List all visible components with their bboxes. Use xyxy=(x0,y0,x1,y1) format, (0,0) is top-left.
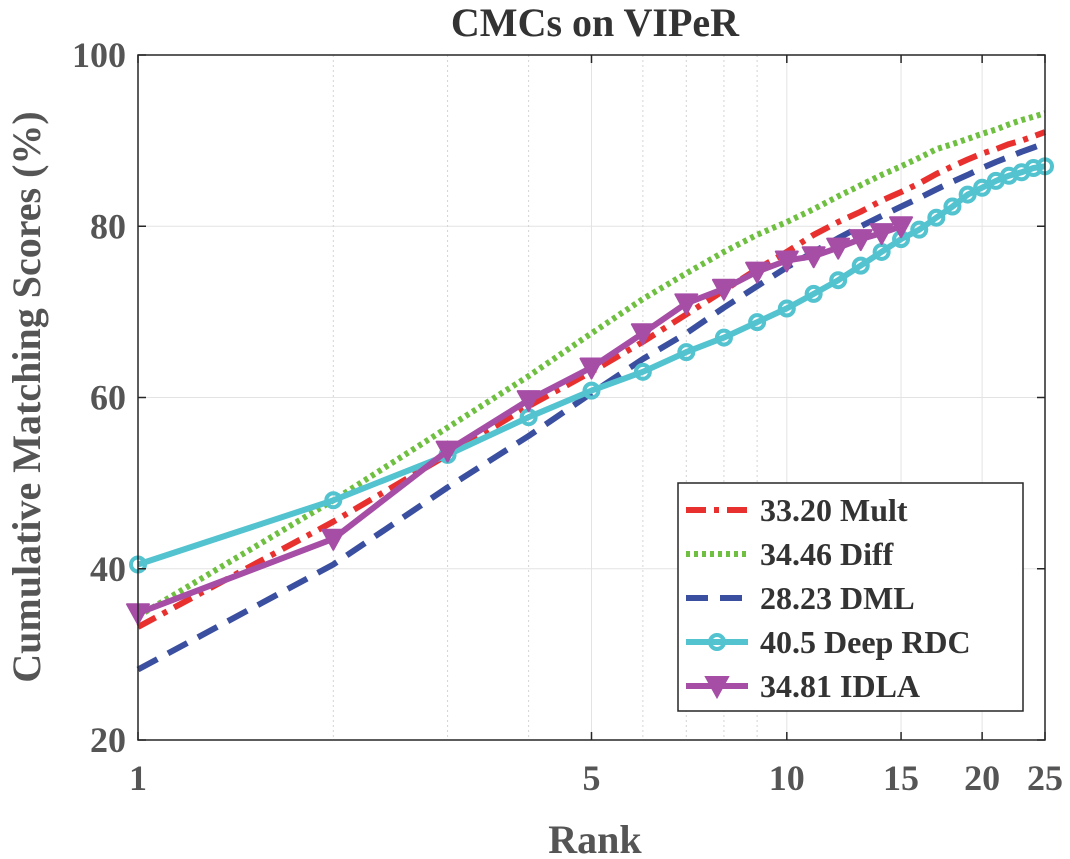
series-3 xyxy=(129,157,1054,574)
y-tick-label: 80 xyxy=(90,206,126,246)
legend-label: 28.23 DML xyxy=(760,580,915,616)
x-tick-label: 1 xyxy=(129,758,147,798)
data-point xyxy=(1024,159,1043,178)
data-point xyxy=(677,343,696,362)
series-line xyxy=(137,163,1046,568)
series-4 xyxy=(126,216,914,626)
series-line xyxy=(136,110,1046,619)
legend-item: 33.20 Mult xyxy=(686,492,908,528)
series-1 xyxy=(136,110,1046,619)
legend-label: 40.5 Deep RDC xyxy=(760,624,971,660)
data-point xyxy=(943,197,962,216)
x-tick-label: 5 xyxy=(583,758,601,798)
legend-item: 34.46 Diff xyxy=(686,536,894,572)
data-point xyxy=(774,250,799,273)
data-point xyxy=(869,223,894,246)
data-point xyxy=(711,278,736,301)
data-point xyxy=(777,299,796,318)
legend-item: 34.81 IDLA xyxy=(686,668,920,704)
x-tick-label: 15 xyxy=(883,758,919,798)
x-tick-label: 10 xyxy=(769,758,805,798)
data-point xyxy=(674,293,699,316)
legend-item: 40.5 Deep RDC xyxy=(686,624,971,660)
y-tick-label: 60 xyxy=(90,378,126,418)
data-point xyxy=(851,256,870,275)
legend-label: 34.46 Diff xyxy=(760,536,894,572)
x-tick-label: 25 xyxy=(1027,758,1063,798)
data-point xyxy=(435,440,460,463)
legend-label: 33.20 Mult xyxy=(760,492,908,528)
data-point xyxy=(321,528,346,551)
data-point xyxy=(958,185,977,204)
y-tick-label: 100 xyxy=(72,35,126,75)
data-point xyxy=(801,246,826,269)
data-point xyxy=(745,261,770,284)
y-axis-label: Cumulative Matching Scores (%) xyxy=(4,111,49,682)
chart-title: CMCs on VIPeR xyxy=(451,0,740,45)
data-point xyxy=(927,208,946,227)
data-point xyxy=(714,328,733,347)
data-point xyxy=(324,491,343,510)
legend: 33.20 Mult 34.46 Diff 28.23 DML 40.5 Deep R… xyxy=(677,482,1024,712)
legend-marker xyxy=(704,676,730,700)
data-point xyxy=(579,357,604,380)
y-tick-label: 20 xyxy=(90,720,126,760)
data-point xyxy=(848,229,873,252)
legend-item: 28.23 DML xyxy=(686,580,915,616)
data-point xyxy=(633,362,652,381)
legend-marker xyxy=(708,633,726,651)
data-point xyxy=(973,178,992,197)
data-point xyxy=(910,220,929,239)
data-point xyxy=(582,381,601,400)
data-point xyxy=(889,216,914,239)
x-axis-label: Rank xyxy=(548,817,642,859)
data-point xyxy=(826,237,851,260)
data-point xyxy=(829,271,848,290)
data-point xyxy=(630,323,655,346)
data-point xyxy=(804,284,823,303)
x-tick-label: 20 xyxy=(964,758,1000,798)
y-tick-label: 40 xyxy=(90,549,126,589)
data-point xyxy=(516,390,541,413)
legend-label: 34.81 IDLA xyxy=(760,668,920,704)
data-point xyxy=(748,313,767,332)
